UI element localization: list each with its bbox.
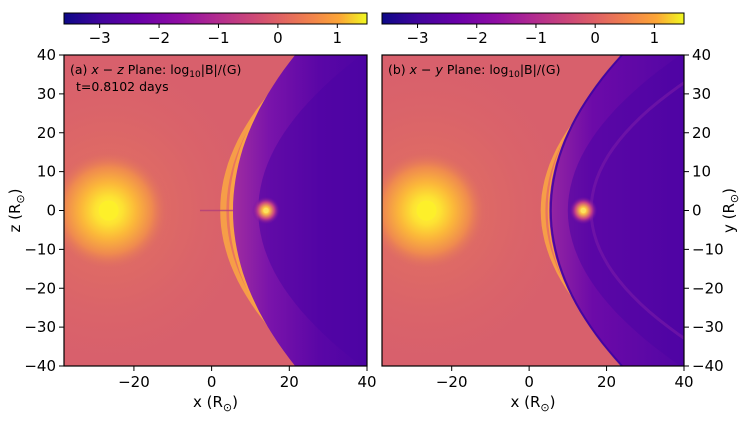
- colorbar-tick-label: 1: [333, 29, 343, 47]
- colorbar-scale: [381, 12, 685, 25]
- panel-annotation: (a) x − z Plane: log10|B|/(G)t=0.8102 da…: [70, 62, 241, 94]
- colorbar-tick-label: −2: [148, 29, 170, 47]
- y-tick-label: −10: [24, 240, 56, 258]
- sun-core: [416, 200, 437, 221]
- x-axis-label: x (R⊙): [511, 393, 556, 414]
- y-tick-label: 0: [46, 202, 56, 220]
- x-tick-label: 0: [207, 373, 217, 391]
- y-tick-label: 10: [692, 163, 711, 181]
- x-tick-label: 40: [357, 373, 376, 391]
- x-tick-label: −20: [436, 373, 468, 391]
- y-tick-label: 30: [37, 85, 56, 103]
- colorbar: −3 −2 −1 0 1: [63, 12, 368, 47]
- body-core: [263, 207, 269, 214]
- colorbar-tick-label: 0: [273, 29, 283, 47]
- panel-xz: −3 −2 −1 0 1−20 0 20 40x (R⊙)−40−30−20−10010203…: [6, 12, 377, 414]
- x-tick-label: 20: [597, 373, 616, 391]
- colorbar-tick-label: −3: [89, 29, 111, 47]
- y-tick-label: −20: [692, 279, 724, 297]
- y-tick-label: 30: [692, 85, 711, 103]
- x-tick-label: 0: [524, 373, 534, 391]
- panel-xy: −3 −2 −1 0 1−20 0 20 40x (R⊙)−40−30−20−10010203…: [381, 12, 741, 414]
- x-axis-label: x (R⊙): [193, 393, 238, 414]
- y-axis-label: y (R⊙): [720, 188, 741, 233]
- colorbar-tick-label: 0: [590, 29, 600, 47]
- y-tick-label: −20: [24, 279, 56, 297]
- x-axis: −20 0 20 40 x (R⊙): [436, 366, 694, 414]
- heatmap: [382, 55, 684, 366]
- y-axis: −40 −30 −20 −10 0 10 20 30 40 y (R⊙): [684, 46, 741, 375]
- y-axis: −40 −30 −20 −10 0 10 20 30 40 z (R⊙): [6, 46, 64, 375]
- colorbar-tick-label: −1: [525, 29, 547, 47]
- colorbar-scale: [63, 12, 368, 25]
- y-tick-label: −10: [692, 240, 724, 258]
- colorbar-tick-label: −2: [466, 29, 488, 47]
- y-axis-label: z (R⊙): [6, 189, 27, 233]
- panel-title: (a) x − z Plane: log10|B|/(G): [70, 62, 241, 80]
- y-tick-label: −30: [24, 318, 56, 336]
- y-tick-label: −30: [692, 318, 724, 336]
- y-tick-label: 20: [37, 124, 56, 142]
- x-axis: −20 0 20 40 x (R⊙): [118, 366, 377, 414]
- y-tick-label: −40: [24, 357, 56, 375]
- time-label: t=0.8102 days: [76, 79, 169, 94]
- colorbar-tick-label: −3: [406, 29, 428, 47]
- cavity-inner: [567, 55, 684, 366]
- sun-core: [98, 200, 119, 221]
- panel-annotation: (b) x − y Plane: log10|B|/(G): [388, 62, 561, 80]
- x-tick-label: −20: [118, 373, 150, 391]
- current-sheet: [549, 55, 624, 366]
- y-tick-label: 20: [692, 124, 711, 142]
- colorbar-tick-label: 1: [650, 29, 660, 47]
- cavity-inner: [258, 55, 367, 366]
- x-tick-label: 40: [674, 373, 693, 391]
- y-tick-label: 10: [37, 163, 56, 181]
- y-tick-label: 40: [37, 46, 56, 64]
- y-tick-label: 40: [692, 46, 711, 64]
- panel-title: (b) x − y Plane: log10|B|/(G): [388, 62, 561, 80]
- y-tick-label: 0: [692, 202, 702, 220]
- heatmap: [64, 55, 367, 366]
- colorbar-tick-label: −1: [207, 29, 229, 47]
- x-tick-label: 20: [280, 373, 299, 391]
- body-core: [580, 207, 586, 214]
- y-tick-label: −40: [692, 357, 724, 375]
- colorbar: −3 −2 −1 0 1: [381, 12, 685, 47]
